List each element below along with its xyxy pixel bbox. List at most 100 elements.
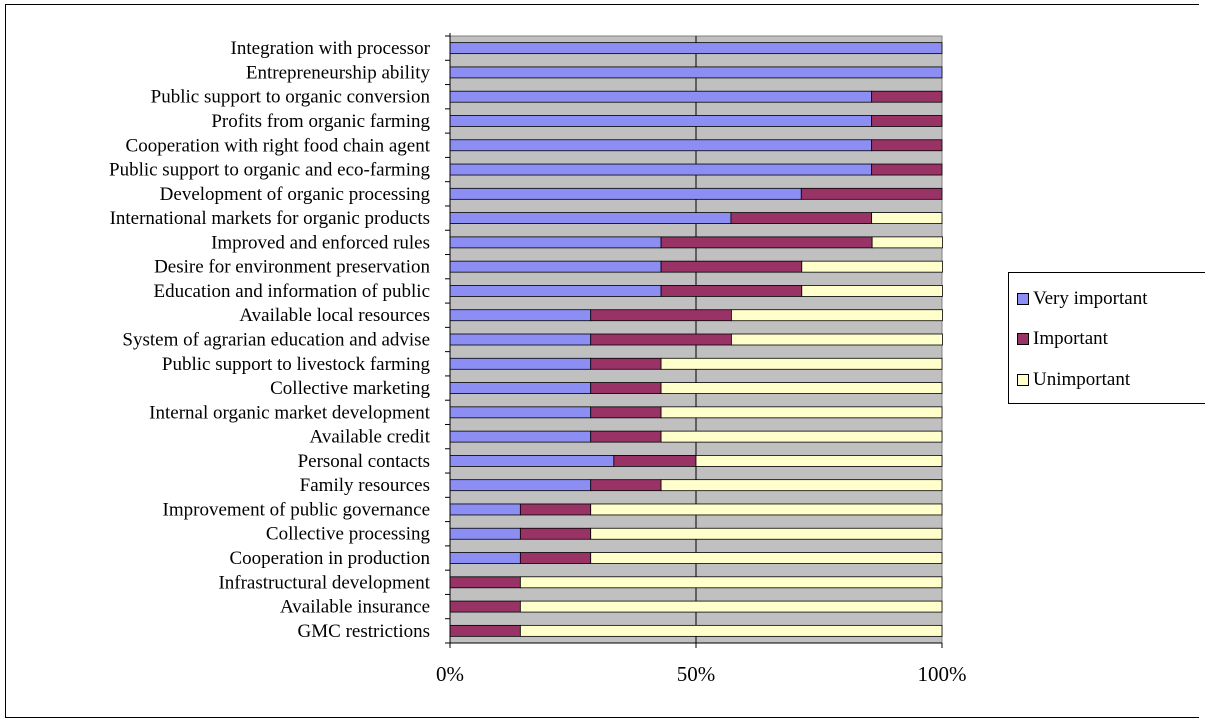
category-label: Education and information of public bbox=[154, 281, 430, 302]
category-label: Infrastructural development bbox=[218, 572, 430, 593]
bar-segment-unimportant-22 bbox=[519, 576, 943, 589]
bar-segment-important-17 bbox=[613, 454, 697, 467]
bar-segment-important-12 bbox=[590, 333, 732, 346]
bar-segment-very-important-6 bbox=[449, 187, 802, 200]
bar-segment-very-important-1 bbox=[449, 66, 943, 79]
category-label: Cooperation in production bbox=[229, 548, 430, 569]
bar-segment-unimportant-13 bbox=[660, 357, 943, 370]
legend-label-very-important: Very important bbox=[1033, 288, 1148, 309]
bar-segment-important-8 bbox=[660, 236, 873, 249]
bar-segment-very-important-16 bbox=[449, 430, 592, 443]
bar-segment-very-important-14 bbox=[449, 382, 592, 394]
x-tick-label: 50% bbox=[677, 662, 716, 686]
category-label: Improved and enforced rules bbox=[211, 232, 430, 253]
legend-swatch-unimportant bbox=[1017, 374, 1029, 386]
bar-segment-unimportant-8 bbox=[871, 236, 943, 249]
bar-segment-unimportant-7 bbox=[871, 212, 943, 225]
category-label: Available credit bbox=[310, 427, 431, 448]
bar-segment-important-24 bbox=[449, 624, 521, 637]
category-label: System of agrarian education and advise bbox=[122, 330, 430, 351]
bar-segment-unimportant-17 bbox=[695, 454, 943, 467]
bar-segment-important-18 bbox=[590, 479, 662, 492]
category-label: International markets for organic produc… bbox=[110, 208, 430, 229]
bar-segment-important-3 bbox=[871, 115, 943, 127]
bar-segment-very-important-21 bbox=[449, 552, 521, 564]
bar-segment-unimportant-21 bbox=[590, 552, 943, 564]
category-label: Development of organic processing bbox=[160, 184, 431, 205]
bar-segment-very-important-13 bbox=[449, 357, 592, 370]
category-labels: Integration with processor Entrepreneursh… bbox=[109, 38, 431, 642]
legend-swatch-very-important bbox=[1017, 293, 1029, 305]
bar-segment-very-important-12 bbox=[449, 333, 592, 346]
legend-label-important: Important bbox=[1033, 328, 1108, 349]
category-label: Public support to organic and eco-farmin… bbox=[109, 160, 430, 181]
bar-segment-important-21 bbox=[519, 552, 592, 564]
bar-segment-very-important-9 bbox=[449, 260, 662, 273]
category-label: Collective processing bbox=[266, 524, 431, 545]
bar-segment-important-2 bbox=[871, 90, 943, 103]
category-label: Entrepreneurship ability bbox=[246, 62, 431, 83]
bar-segment-very-important-8 bbox=[449, 236, 662, 249]
category-label: Public support to livestock farming bbox=[162, 354, 431, 375]
category-label: Internal organic market development bbox=[149, 402, 431, 423]
bar-segment-very-important-18 bbox=[449, 479, 592, 492]
bar-segment-unimportant-20 bbox=[590, 527, 943, 540]
bar-segment-important-14 bbox=[590, 382, 662, 394]
bar-segment-unimportant-18 bbox=[660, 479, 943, 492]
bars bbox=[449, 42, 943, 637]
bar-segment-important-6 bbox=[800, 187, 943, 200]
category-label: Collective marketing bbox=[270, 378, 430, 399]
bar-segment-very-important-4 bbox=[449, 139, 873, 152]
bar-segment-very-important-7 bbox=[449, 212, 732, 225]
bar-segment-important-15 bbox=[590, 406, 662, 419]
bar-segment-very-important-19 bbox=[449, 503, 521, 516]
bar-segment-very-important-10 bbox=[449, 285, 662, 297]
bar-segment-important-10 bbox=[660, 285, 803, 297]
bar-segment-unimportant-9 bbox=[801, 260, 943, 273]
category-label: Family resources bbox=[300, 475, 430, 496]
bar-segment-unimportant-14 bbox=[660, 382, 943, 394]
legend-label-unimportant: Unimportant bbox=[1033, 369, 1131, 390]
bar-segment-important-5 bbox=[871, 163, 943, 176]
category-label: Available local resources bbox=[239, 305, 430, 326]
axes bbox=[445, 33, 943, 648]
x-tick-label: 0% bbox=[436, 662, 464, 686]
bar-segment-important-4 bbox=[871, 139, 943, 152]
legend-swatch-important bbox=[1017, 333, 1029, 345]
bar-segment-unimportant-11 bbox=[731, 309, 943, 322]
bar-segment-unimportant-12 bbox=[731, 333, 943, 346]
category-label: Desire for environment preservation bbox=[154, 257, 430, 278]
category-label: Profits from organic farming bbox=[211, 111, 430, 132]
bar-segment-very-important-20 bbox=[449, 527, 521, 540]
bar-segment-unimportant-15 bbox=[660, 406, 943, 419]
bar-segment-unimportant-23 bbox=[519, 600, 943, 613]
category-label: Improvement of public governance bbox=[163, 499, 430, 520]
bar-segment-important-7 bbox=[730, 212, 873, 225]
category-label: Public support to organic conversion bbox=[151, 87, 431, 108]
category-label: Personal contacts bbox=[298, 451, 430, 472]
bar-segment-unimportant-10 bbox=[801, 285, 943, 297]
bar-segment-important-16 bbox=[590, 430, 662, 443]
bar-segment-unimportant-19 bbox=[590, 503, 943, 516]
legend-item-very-important: Very important bbox=[1017, 287, 1148, 311]
bar-segment-very-important-15 bbox=[449, 406, 592, 419]
category-label: Cooperation with right food chain agent bbox=[126, 135, 431, 156]
bar-segment-very-important-2 bbox=[449, 90, 873, 103]
bar-segment-important-13 bbox=[590, 357, 662, 370]
legend-item-unimportant: Unimportant bbox=[1017, 368, 1130, 392]
bar-segment-very-important-3 bbox=[449, 115, 873, 127]
bar-segment-very-important-17 bbox=[449, 454, 615, 467]
x-tick-label: 100% bbox=[918, 662, 967, 686]
bar-segment-very-important-5 bbox=[449, 163, 873, 176]
category-label: Available insurance bbox=[280, 597, 430, 618]
category-label: Integration with processor bbox=[231, 38, 431, 59]
bar-segment-important-20 bbox=[519, 527, 592, 540]
bar-segment-important-11 bbox=[590, 309, 732, 322]
bar-segment-important-22 bbox=[449, 576, 521, 589]
bar-segment-important-23 bbox=[449, 600, 521, 613]
category-label: GMC restrictions bbox=[298, 621, 430, 642]
legend-item-important: Important bbox=[1017, 327, 1108, 351]
bar-segment-very-important-0 bbox=[449, 42, 943, 55]
bar-segment-unimportant-24 bbox=[519, 624, 943, 637]
